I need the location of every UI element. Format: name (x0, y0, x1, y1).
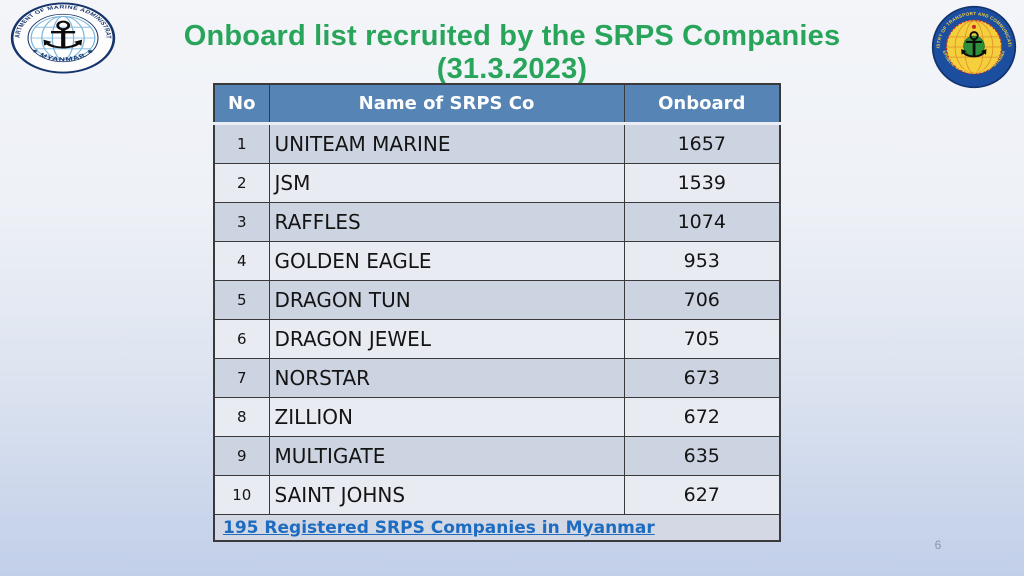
cell-name: MULTIGATE (268, 436, 625, 476)
col-header-onboard: Onboard (623, 83, 781, 125)
globe-icon (30, 15, 96, 61)
cell-name: SAINT JOHNS (268, 475, 625, 515)
page-number: 6 (934, 538, 942, 552)
cell-onboard: 1657 (623, 123, 781, 164)
table-row: 8 ZILLION 672 (213, 397, 781, 437)
table-row: 3 RAFFLES 1074 (213, 202, 781, 242)
cell-name: DRAGON JEWEL (268, 319, 625, 359)
red-mark-icon (971, 24, 977, 29)
table-row: 4 GOLDEN EAGLE 953 (213, 241, 781, 281)
table-row: 2 JSM 1539 (213, 163, 781, 203)
table-row: 6 DRAGON JEWEL 705 (213, 319, 781, 359)
ministry-of-transport-and-communications-logo: ⚓ MINISTRY OF TRANSPORT AND COMMUNICATIO… (931, 5, 1017, 89)
cell-onboard: 672 (623, 397, 781, 437)
cell-onboard: 627 (623, 475, 781, 515)
table-footer-row: 195 Registered SRPS Companies in Myanmar (213, 514, 781, 542)
cell-onboard: 1539 (623, 163, 781, 203)
anchor-icon: ⚓ (38, 14, 87, 58)
table-header-row: No Name of SRPS Co Onboard (213, 83, 781, 125)
table-row: 9 MULTIGATE 635 (213, 436, 781, 476)
srps-onboard-table: No Name of SRPS Co Onboard 1 UNITEAM MARI… (213, 83, 781, 542)
cell-name: ZILLION (268, 397, 625, 437)
cell-name: DRAGON TUN (268, 280, 625, 320)
cell-onboard: 673 (623, 358, 781, 398)
cell-no: 9 (213, 436, 270, 476)
cell-name: JSM (268, 163, 625, 203)
cell-no: 10 (213, 475, 270, 515)
cell-no: 1 (213, 123, 270, 164)
department-of-marine-administration-logo: ⚓ DEPARTMENT OF MARINE ADMINISTRATION ✦ … (10, 2, 116, 74)
table-row: 1 UNITEAM MARINE 1657 (213, 123, 781, 164)
cell-onboard: 1074 (623, 202, 781, 242)
cell-name: UNITEAM MARINE (268, 123, 625, 164)
table-row: 10 SAINT JOHNS 627 (213, 475, 781, 515)
cell-name: GOLDEN EAGLE (268, 241, 625, 281)
cell-no: 2 (213, 163, 270, 203)
anchor-icon: ⚓ (958, 25, 990, 66)
col-header-no: No (213, 83, 270, 125)
cell-no: 7 (213, 358, 270, 398)
cell-name: RAFFLES (268, 202, 625, 242)
cell-no: 4 (213, 241, 270, 281)
table-footer-cell: 195 Registered SRPS Companies in Myanmar (213, 514, 781, 542)
green-globe-icon (963, 35, 985, 57)
cell-no: 6 (213, 319, 270, 359)
cell-no: 3 (213, 202, 270, 242)
table-body: 1 UNITEAM MARINE 1657 2 JSM 1539 3 RAFFLES 1074 4… (213, 123, 781, 515)
registered-companies-link[interactable]: 195 Registered SRPS Companies in Myanmar (223, 517, 655, 538)
table-row: 5 DRAGON TUN 706 (213, 280, 781, 320)
cell-no: 8 (213, 397, 270, 437)
cell-onboard: 953 (623, 241, 781, 281)
cell-no: 5 (213, 280, 270, 320)
cell-name: NORSTAR (268, 358, 625, 398)
cell-onboard: 706 (623, 280, 781, 320)
table-row: 7 NORSTAR 673 (213, 358, 781, 398)
cell-onboard: 635 (623, 436, 781, 476)
slide-title: Onboard list recruited by the SRPS Compa… (183, 20, 841, 85)
col-header-name: Name of SRPS Co (268, 83, 625, 125)
cell-onboard: 705 (623, 319, 781, 359)
